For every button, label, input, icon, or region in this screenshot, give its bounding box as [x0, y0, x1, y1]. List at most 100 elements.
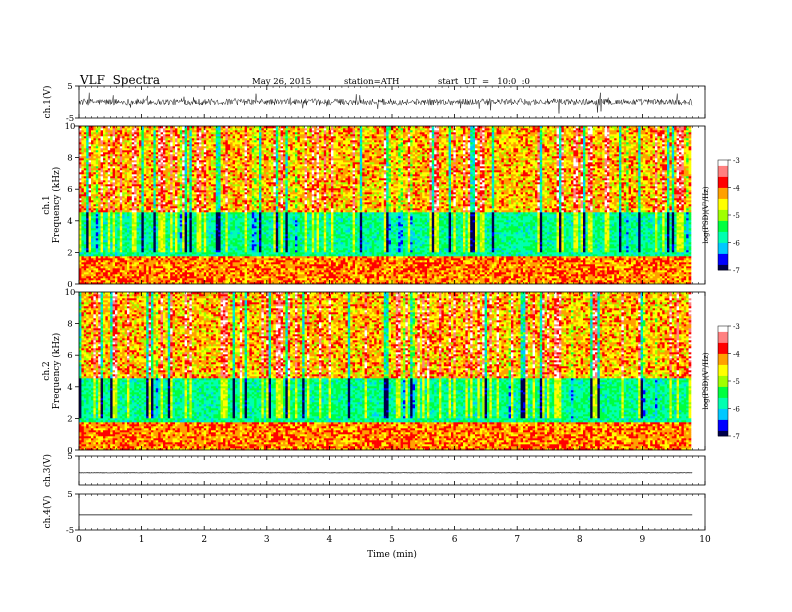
- spectrogram-cell: [177, 202, 181, 205]
- spectrogram-cell: [100, 174, 104, 177]
- spectrogram-cell: [158, 210, 161, 213]
- spectrogram-cell: [83, 170, 87, 173]
- spectrogram-cell: [107, 272, 111, 275]
- spectrogram-cell: [151, 178, 154, 181]
- spectrogram-cell: [93, 180, 97, 183]
- spectrogram-cell: [223, 196, 226, 199]
- spectrogram-cell: [79, 254, 82, 257]
- spectrogram-cell: [107, 276, 111, 279]
- spectrogram-cell: [201, 264, 205, 267]
- spectrogram-cell: [163, 274, 166, 277]
- spectrogram-cell: [167, 218, 171, 221]
- spectrogram-cell: [143, 148, 147, 151]
- spectrogram-cell: [134, 168, 137, 171]
- spectrogram-cell: [206, 262, 209, 265]
- spectrogram-cell: [179, 260, 183, 263]
- spectrogram-cell: [158, 190, 161, 193]
- spectrogram-cell: [88, 186, 92, 189]
- spectrogram-cell: [194, 160, 197, 163]
- spectrogram-cell: [170, 262, 173, 265]
- spectrogram-cell: [122, 222, 125, 225]
- spectrogram-cell: [148, 206, 152, 209]
- spectrogram-cell: [153, 132, 157, 135]
- spectrogram-cell: [98, 164, 101, 167]
- spectrogram-cell: [83, 238, 87, 241]
- spectrogram-cell: [196, 192, 200, 195]
- spectrogram-cell: [131, 268, 135, 271]
- spectrogram-cell: [165, 220, 169, 223]
- spectrogram-cell: [143, 172, 147, 175]
- spectrogram-cell: [155, 172, 159, 175]
- spectrogram-cell: [100, 154, 104, 157]
- spectrogram-cell: [124, 162, 128, 165]
- spectrogram-cell: [136, 270, 140, 273]
- spectrogram-cell: [151, 246, 154, 249]
- spectrogram-cell: [151, 210, 154, 213]
- spectrogram-cell: [95, 226, 99, 229]
- spectrogram-cell: [141, 180, 145, 183]
- spectrogram-cell: [143, 190, 147, 193]
- spectrogram-cell: [153, 236, 157, 239]
- spectrogram-cell: [81, 210, 85, 213]
- spectrogram-cell: [103, 144, 106, 147]
- spectrogram-cell: [153, 174, 157, 177]
- spectrogram-cell: [86, 142, 89, 145]
- spectrogram-cell: [201, 136, 205, 139]
- spectrogram-cell: [134, 158, 137, 161]
- spectrogram-cell: [124, 164, 128, 167]
- spectrogram-cell: [105, 142, 109, 145]
- spectrogram-cell: [141, 182, 145, 185]
- spectrogram-cell: [124, 280, 128, 283]
- spectrogram-cell: [105, 220, 109, 223]
- spectrogram-cell: [95, 180, 99, 183]
- spectrogram-cell: [103, 186, 106, 189]
- spectrogram-cell: [167, 228, 171, 231]
- spectrogram-cell: [167, 270, 171, 273]
- spectrogram-cell: [155, 200, 159, 203]
- spectrogram-cell: [179, 276, 183, 279]
- spectrogram-cell: [117, 190, 121, 193]
- spectrogram-cell: [155, 194, 159, 197]
- spectrogram-cell: [117, 282, 121, 285]
- spectrogram-cell: [127, 180, 130, 183]
- spectrogram-cell: [117, 228, 121, 231]
- spectrogram-cell: [160, 228, 164, 231]
- spectrogram-cell: [98, 146, 101, 149]
- spectrogram-cell: [218, 262, 221, 265]
- spectrogram-cell: [79, 170, 82, 173]
- spectrogram-cell: [141, 244, 145, 247]
- spectrogram-cell: [115, 178, 118, 181]
- spectrogram-cell: [182, 224, 185, 227]
- spectrogram-cell: [213, 204, 217, 207]
- spectrogram-cell: [175, 144, 178, 147]
- spectrogram-cell: [131, 162, 135, 165]
- spectrogram-cell: [172, 192, 176, 195]
- spectrogram-cell: [196, 242, 200, 245]
- spectrogram-cell: [146, 228, 149, 231]
- spectrogram-cell: [81, 208, 85, 211]
- spectrogram-cell: [177, 226, 181, 229]
- spectrogram-cell: [81, 270, 85, 273]
- spectrogram-cell: [100, 190, 104, 193]
- spectrogram-cell: [129, 240, 133, 243]
- spectrogram-cell: [203, 234, 207, 237]
- spectrogram-cell: [177, 234, 181, 237]
- spectrogram-cell: [139, 210, 142, 213]
- spectrogram-cell: [191, 236, 195, 239]
- spectrogram-cell: [167, 244, 171, 247]
- spectrogram-cell: [112, 188, 116, 191]
- spectrogram-cell: [86, 188, 89, 191]
- spectrogram-cell: [182, 194, 185, 197]
- spectrogram-cell: [134, 196, 137, 199]
- spectrogram-cell: [211, 254, 214, 257]
- spectrogram-cell: [131, 256, 135, 259]
- spectrogram-cell: [129, 260, 133, 263]
- spectrogram-cell: [79, 264, 82, 267]
- spectrogram-cell: [191, 198, 195, 201]
- spectrogram-cell: [160, 154, 164, 157]
- spectrogram-cell: [139, 196, 142, 199]
- spectrogram-cell: [139, 140, 142, 143]
- spectrogram-cell: [88, 282, 92, 285]
- spectrogram-cell: [177, 274, 181, 277]
- spectrogram-cell: [131, 234, 135, 237]
